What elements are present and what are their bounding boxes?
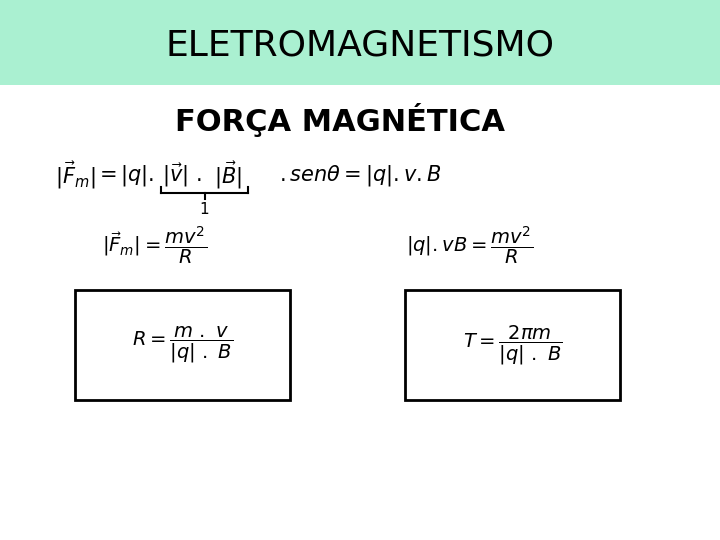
Text: ELETROMAGNETISMO: ELETROMAGNETISMO <box>166 28 554 62</box>
Text: FORÇA MAGNÉTICA: FORÇA MAGNÉTICA <box>175 103 505 137</box>
Text: $|\vec{v}|$: $|\vec{v}|$ <box>162 161 188 189</box>
Text: $T = \dfrac{2\pi m}{|q|\ .\ B}$: $T = \dfrac{2\pi m}{|q|\ .\ B}$ <box>463 323 562 367</box>
Text: $R = \dfrac{m\ .\ v}{|q|\ .\ B}$: $R = \dfrac{m\ .\ v}{|q|\ .\ B}$ <box>132 325 233 365</box>
Text: $= |q|.$: $= |q|.$ <box>95 163 155 187</box>
Text: $.$: $.$ <box>195 165 201 185</box>
Text: $|q|.vB = \dfrac{mv^2}{R}$: $|q|.vB = \dfrac{mv^2}{R}$ <box>407 224 534 266</box>
Text: $|\vec{B}|$: $|\vec{B}|$ <box>214 159 242 191</box>
Bar <box>75 290 290 400</box>
Text: $|\vec{F}_m|$: $|\vec{F}_m|$ <box>55 159 95 191</box>
Bar <box>0 0 720 85</box>
Text: $.sen\theta = |q|.v.B$: $.sen\theta = |q|.v.B$ <box>279 163 441 187</box>
Text: $|\vec{F}_m| = \dfrac{mv^2}{R}$: $|\vec{F}_m| = \dfrac{mv^2}{R}$ <box>102 224 207 266</box>
Bar <box>405 290 620 400</box>
Text: 1: 1 <box>199 201 210 217</box>
